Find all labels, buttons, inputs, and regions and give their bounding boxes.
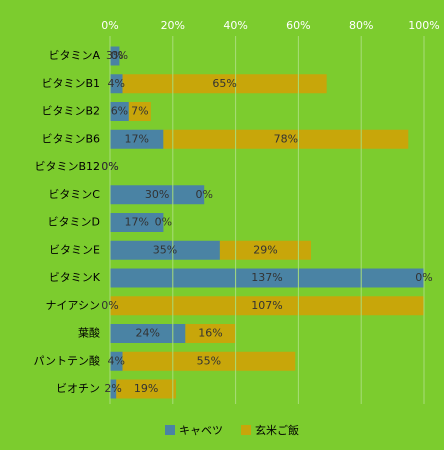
data-label: 55% <box>197 354 221 367</box>
y-tick-label: ビタミンA <box>48 49 100 62</box>
legend-label: キャベツ <box>179 424 223 437</box>
bar-segment <box>110 296 424 316</box>
y-tick-label: 葉酸 <box>78 326 100 340</box>
bar-segment <box>122 74 327 94</box>
data-label: 65% <box>212 77 236 90</box>
x-tick-label: 40% <box>223 19 247 32</box>
data-label: 0% <box>101 299 118 312</box>
data-label: 17% <box>124 132 148 145</box>
y-tick-label: パントテン酸 <box>33 353 100 367</box>
bar-segment <box>110 129 164 149</box>
data-label: 0% <box>195 188 212 201</box>
data-label: 6% <box>111 105 128 118</box>
x-tick-label: 20% <box>161 19 185 32</box>
bar-segment <box>110 351 123 371</box>
bar-segment <box>122 351 296 371</box>
legend-swatch <box>165 425 175 435</box>
y-tick-label: ビタミンD <box>48 216 100 229</box>
bar-segment <box>110 268 424 288</box>
bar-segment <box>110 185 205 205</box>
bar-segment <box>219 240 311 260</box>
bar-segment <box>110 213 164 232</box>
y-tick-label: ビタミンC <box>48 188 100 201</box>
x-tick-label: 0% <box>101 19 118 32</box>
y-tick-label: ビタミンB6 <box>41 132 100 145</box>
y-tick-label: ビタミンK <box>49 271 101 284</box>
bar-segment <box>163 129 409 149</box>
legend-swatch <box>241 425 251 435</box>
data-label: 30% <box>145 188 169 201</box>
legend-label: 玄米ご飯 <box>255 423 299 437</box>
x-tick-label: 100% <box>408 19 439 32</box>
data-label: 19% <box>134 382 158 395</box>
data-label: 0% <box>101 160 118 173</box>
bar-segment <box>110 324 186 343</box>
y-tick-label: ビタミンB12 <box>34 160 100 173</box>
bar-segment <box>110 46 120 66</box>
data-label: 29% <box>253 243 277 256</box>
x-tick-label: 60% <box>286 19 310 32</box>
data-label: 0% <box>415 271 432 284</box>
data-label: 35% <box>153 243 177 256</box>
data-label: 107% <box>251 299 282 312</box>
plot-area <box>110 46 424 399</box>
bar-segment <box>110 240 220 260</box>
bar-segment <box>128 102 151 121</box>
bar-segment <box>110 74 123 94</box>
data-label: 4% <box>108 77 125 90</box>
bar-segment <box>110 102 129 121</box>
bar-segment <box>185 324 236 343</box>
data-label: 4% <box>108 354 125 367</box>
data-label: 7% <box>131 105 148 118</box>
bar-segment <box>110 379 117 399</box>
data-label: 17% <box>124 216 148 229</box>
y-tick-label: ナイアシン <box>45 299 100 312</box>
y-tick-label: ビタミンE <box>49 243 100 256</box>
y-tick-label: ビオチン <box>56 382 100 395</box>
data-label: 2% <box>104 382 121 395</box>
data-label: 0% <box>155 216 172 229</box>
data-label: 16% <box>198 327 222 340</box>
y-tick-label: ビタミンB1 <box>41 77 100 90</box>
x-tick-label: 80% <box>349 19 373 32</box>
data-label: 78% <box>274 132 298 145</box>
data-label: 3% <box>106 49 123 62</box>
data-label: 0% <box>101 160 118 173</box>
data-label: 0% <box>111 49 128 62</box>
y-tick-label: ビタミンB2 <box>41 105 100 118</box>
bar-segment <box>116 379 176 399</box>
data-label: 24% <box>135 327 159 340</box>
data-label: 137% <box>251 271 282 284</box>
